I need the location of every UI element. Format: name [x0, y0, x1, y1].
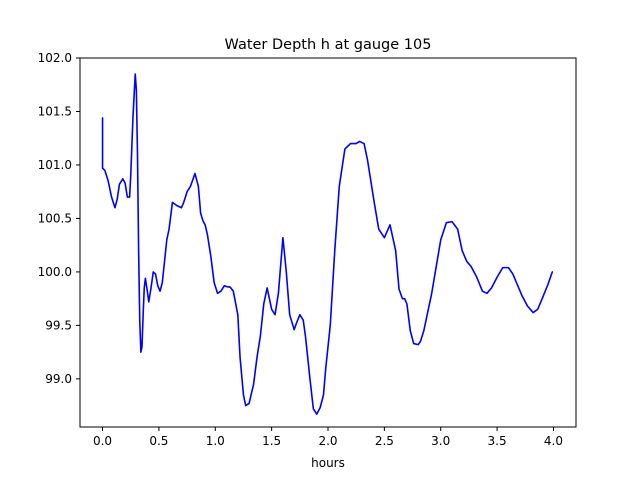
series-line-1 [101, 73, 554, 415]
x-tick-label: 2.0 [318, 434, 337, 448]
x-tick-label: 3.5 [488, 434, 507, 448]
y-tick-label: 100.5 [38, 211, 72, 225]
x-axis-label: hours [311, 456, 345, 470]
x-tick-label: 0.5 [149, 434, 168, 448]
y-tick-label: 102.0 [38, 51, 72, 65]
y-tick-label: 99.0 [45, 372, 72, 386]
y-tick-label: 99.5 [45, 318, 72, 332]
x-tick-label: 1.0 [206, 434, 225, 448]
x-axis-ticks: 0.0 0.5 1.0 1.5 2.0 2.5 3.0 3.5 4.0 [93, 427, 563, 448]
y-tick-label: 100.0 [38, 265, 72, 279]
chart-title: Water Depth h at gauge 105 [225, 37, 432, 53]
y-tick-label: 101.5 [38, 104, 72, 118]
x-tick-label: 3.0 [431, 434, 450, 448]
y-tick-label: 101.0 [38, 158, 72, 172]
x-tick-label: 2.5 [375, 434, 394, 448]
y-axis-ticks: 99.0 99.5 100.0 100.5 101.0 101.5 102.0 [38, 51, 80, 386]
x-tick-label: 1.5 [262, 434, 281, 448]
x-tick-label: 4.0 [544, 434, 563, 448]
x-tick-label: 0.0 [93, 434, 112, 448]
